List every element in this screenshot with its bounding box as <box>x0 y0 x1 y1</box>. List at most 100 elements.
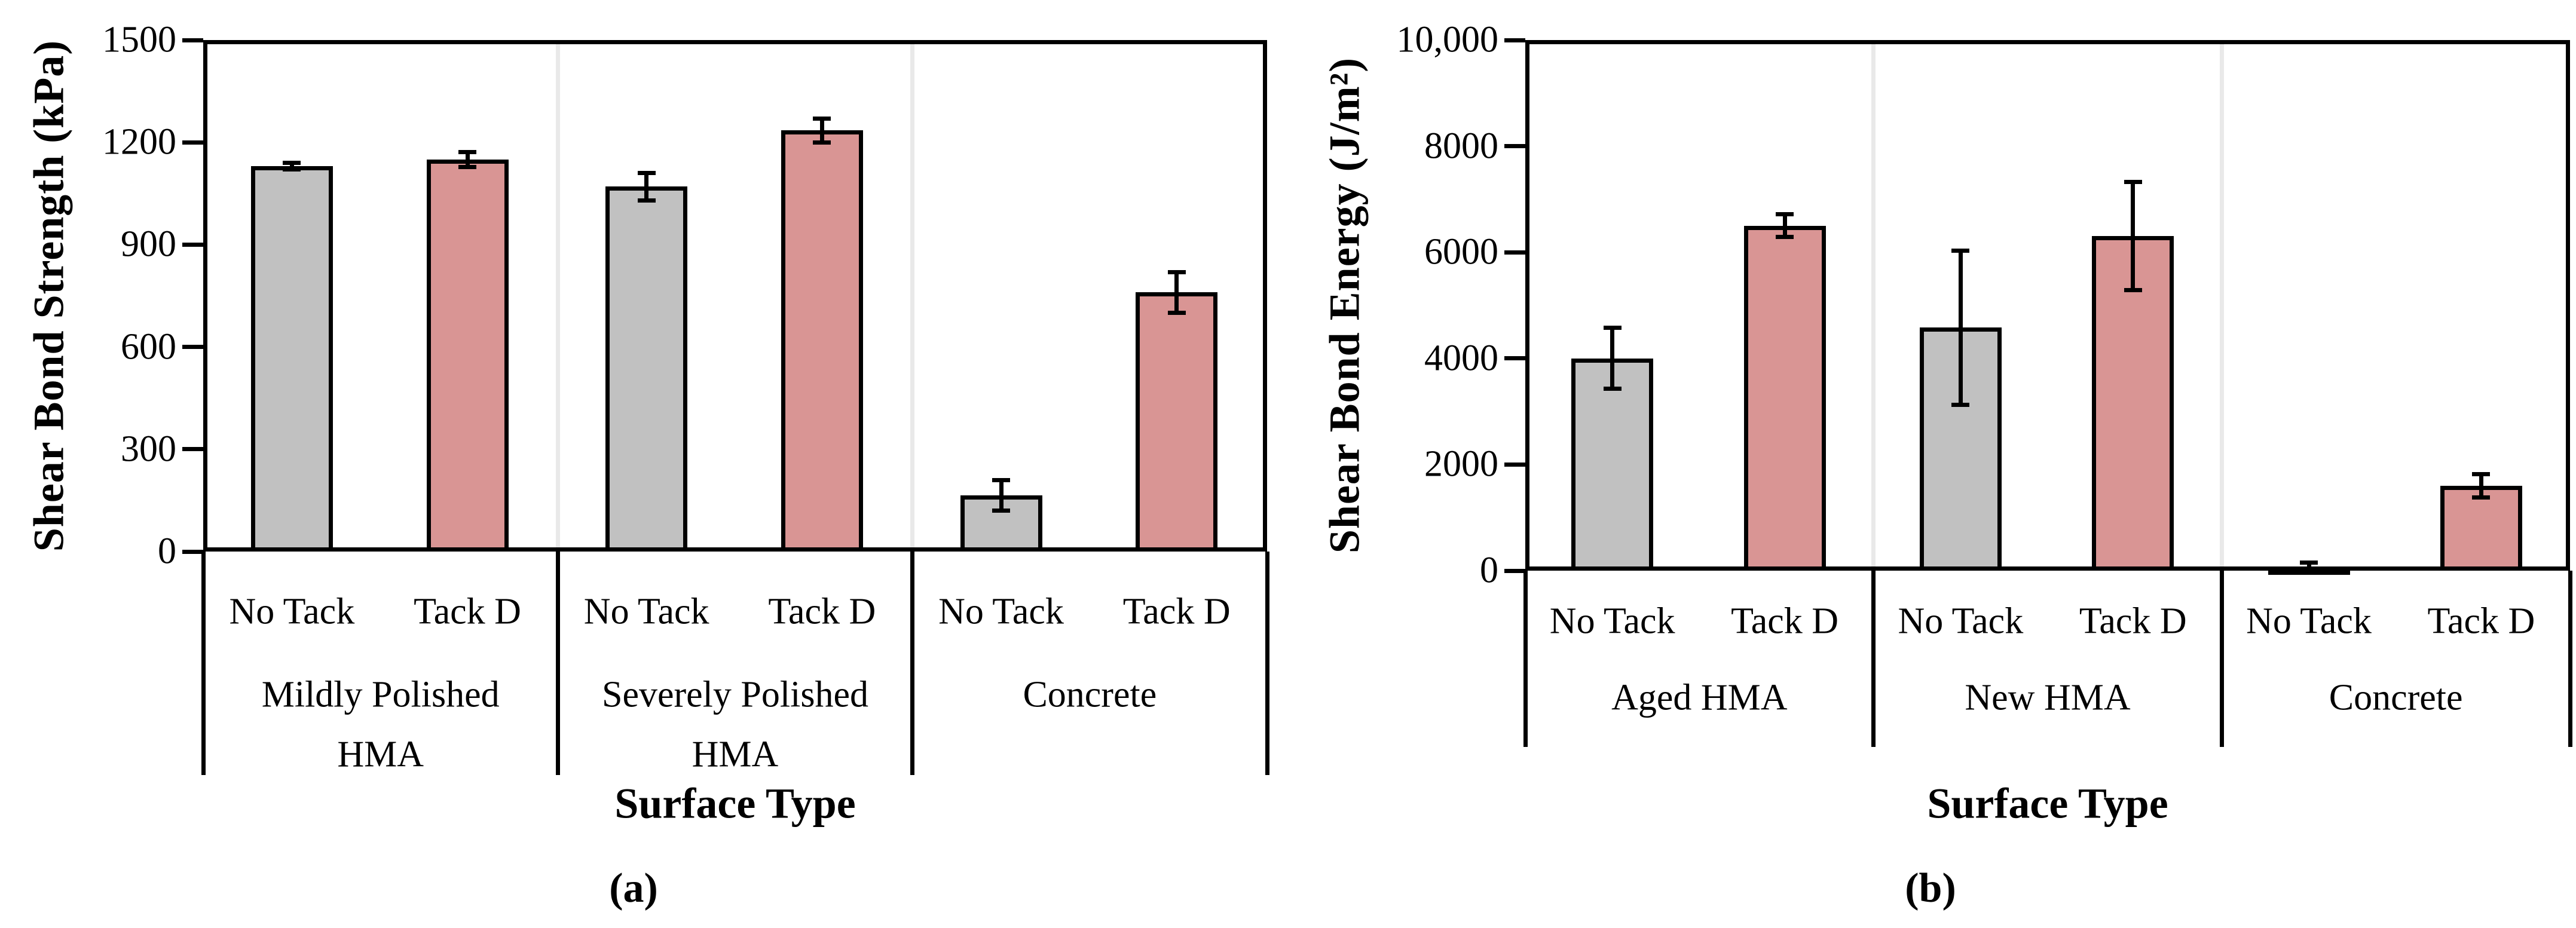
category-divider <box>1871 571 1876 747</box>
y-tick-label: 8000 <box>1424 125 1498 167</box>
group-label: HMA <box>692 734 779 775</box>
condition-label: No Tack <box>583 591 709 632</box>
y-tick <box>182 140 203 145</box>
y-tick-label: 10,000 <box>1396 19 1499 60</box>
panel-caption-b: (b) <box>1905 865 1956 911</box>
y-tick-label: 2000 <box>1424 443 1498 485</box>
error-bar <box>465 152 470 167</box>
y-tick <box>1504 462 1525 467</box>
error-bar-cap <box>2300 561 2318 565</box>
group-label: Mildly Polished <box>261 674 500 715</box>
category-divider <box>2568 571 2572 747</box>
y-tick-label: 6000 <box>1424 231 1498 272</box>
error-bar-cap <box>813 116 831 121</box>
y-tick <box>1504 568 1525 573</box>
group-label: Concrete <box>2329 677 2463 718</box>
category-divider <box>1265 552 1269 775</box>
error-bar-cap <box>992 509 1010 513</box>
panel-caption-a: (a) <box>609 865 658 911</box>
error-bar-cap <box>992 477 1010 482</box>
bar-tack-d <box>1743 225 1826 571</box>
y-tick <box>1504 250 1525 255</box>
error-bar-cap <box>458 149 477 154</box>
plot-area-b <box>1525 40 2570 571</box>
group-label: New HMA <box>1965 677 2131 718</box>
bar-tack-d <box>781 130 863 552</box>
error-bar-cap <box>2300 568 2318 572</box>
condition-label: Tack D <box>414 591 521 632</box>
group-separator <box>555 44 560 547</box>
category-divider <box>2219 571 2224 747</box>
error-bar <box>999 480 1004 511</box>
error-bar-cap <box>637 171 656 176</box>
group-label: Severely Polished <box>602 674 868 715</box>
y-tick-label: 0 <box>1480 550 1498 591</box>
error-bar-cap <box>283 160 301 165</box>
y-tick <box>182 447 203 452</box>
condition-label: Tack D <box>768 591 876 632</box>
error-bar-cap <box>283 167 301 172</box>
error-bar <box>644 173 649 201</box>
group-label: Concrete <box>1023 674 1157 715</box>
x-axis-title-a: Surface Type <box>614 779 856 828</box>
error-bar-cap <box>2124 179 2142 184</box>
group-separator <box>910 44 915 547</box>
group-separator <box>2219 44 2224 566</box>
error-bar <box>1782 214 1787 237</box>
y-tick-label: 900 <box>121 223 176 265</box>
bar-tack-d <box>2092 235 2174 571</box>
plot-area-a <box>203 40 1267 552</box>
error-bar <box>1958 250 1963 405</box>
y-tick-label: 300 <box>121 428 176 470</box>
error-bar <box>1174 272 1179 313</box>
group-label: HMA <box>337 734 424 775</box>
y-tick-label: 0 <box>158 531 176 572</box>
error-bar-cap <box>813 140 831 145</box>
y-tick <box>182 549 203 554</box>
category-divider <box>555 552 560 775</box>
category-divider <box>1523 571 1528 747</box>
error-bar <box>2131 182 2136 290</box>
group-separator <box>1871 44 1876 566</box>
y-axis-title-a: Shear Bond Strength (kPa) <box>25 39 73 552</box>
bar-tack-d <box>1136 292 1218 552</box>
condition-label: No Tack <box>938 591 1064 632</box>
error-bar-cap <box>1167 269 1186 274</box>
error-bar <box>2479 474 2483 498</box>
condition-label: No Tack <box>229 591 355 632</box>
condition-label: No Tack <box>1549 601 1675 642</box>
error-bar-cap <box>1167 311 1186 316</box>
bar-no-tack <box>605 186 688 552</box>
category-divider <box>910 552 915 775</box>
condition-label: Tack D <box>1122 591 1231 632</box>
error-bar <box>819 118 824 143</box>
category-divider <box>201 552 206 775</box>
error-bar-cap <box>2124 287 2142 292</box>
condition-label: No Tack <box>2246 601 2372 642</box>
bar-tack-d <box>426 159 509 552</box>
error-bar <box>289 163 294 170</box>
y-tick <box>182 345 203 350</box>
x-axis-title-b: Surface Type <box>1927 779 2168 828</box>
condition-label: Tack D <box>2427 601 2535 642</box>
condition-label: Tack D <box>1731 601 1839 642</box>
condition-label: No Tack <box>1898 601 2024 642</box>
group-label: Aged HMA <box>1611 677 1788 718</box>
y-tick <box>1504 356 1525 361</box>
y-tick-label: 600 <box>121 326 176 367</box>
y-tick-label: 1500 <box>102 19 176 60</box>
error-bar-cap <box>1603 326 1622 330</box>
y-tick <box>182 242 203 247</box>
error-bar-cap <box>1776 235 1794 240</box>
y-tick <box>182 38 203 42</box>
error-bar <box>1610 327 1615 389</box>
error-bar-cap <box>637 198 656 203</box>
error-bar-cap <box>1603 387 1622 391</box>
y-tick-label: 4000 <box>1424 338 1498 379</box>
y-tick-label: 1200 <box>102 121 176 163</box>
error-bar-cap <box>1951 249 1970 253</box>
error-bar-cap <box>1776 212 1794 217</box>
bar-no-tack <box>250 166 333 552</box>
y-tick <box>1504 144 1525 149</box>
